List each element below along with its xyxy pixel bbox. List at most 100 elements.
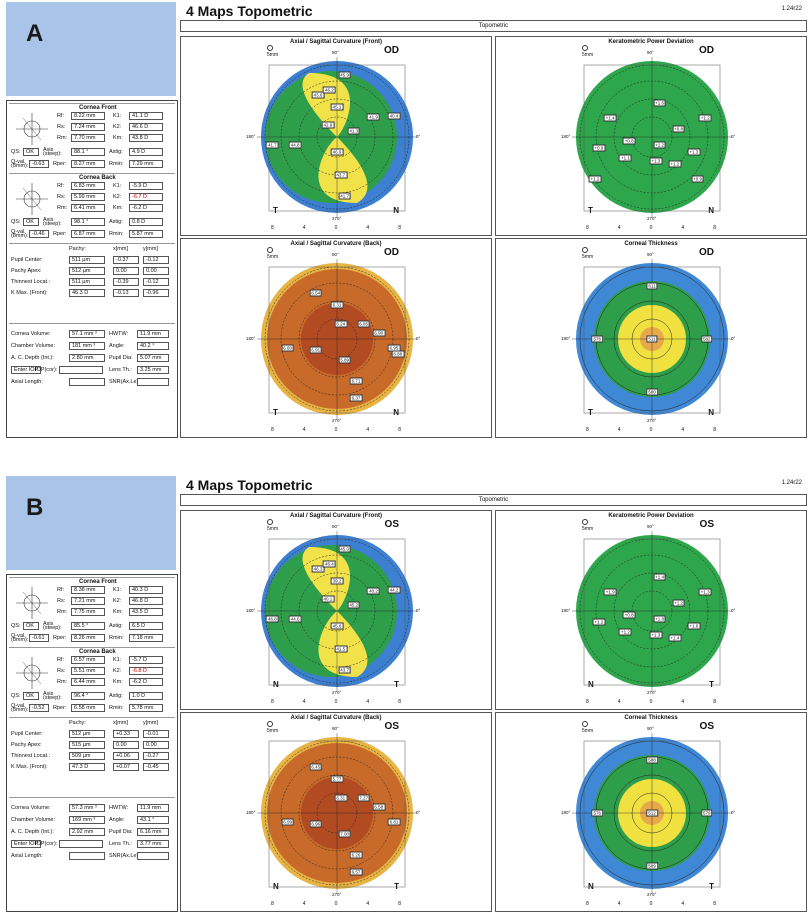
topography-map-4[interactable]: Corneal Thickness OS 5mm N T 90° 0° 180° 270° 588… <box>495 712 807 912</box>
rmin-value: 7.18 mm <box>129 634 163 642</box>
zoom-label: 5mm <box>267 52 279 58</box>
zoom-indicator[interactable]: 5mm <box>582 721 593 734</box>
astig-label: Astig: <box>109 149 123 155</box>
x-tick: 8 <box>271 225 274 231</box>
topography-map-2[interactable]: Keratometric Power Deviation OD 5mm T N 90° 0°… <box>495 36 807 236</box>
topography-map-1[interactable]: Axial / Sagittal Curvature (Front) OS 5mm N… <box>180 510 492 710</box>
map-value-label: +1.2 <box>672 599 686 607</box>
angle-label: 270° <box>647 690 657 695</box>
topography-map-1[interactable]: Axial / Sagittal Curvature (Front) OD 5mm T… <box>180 36 492 236</box>
x-tick: 0 <box>649 699 653 705</box>
y-value: -0.96 <box>143 289 169 297</box>
map-value-label: 45.6 <box>330 622 344 630</box>
iop-input[interactable] <box>59 366 103 374</box>
astig-label: Astig: <box>109 219 123 225</box>
x-tick: 8 <box>586 699 589 705</box>
zoom-indicator[interactable]: 5mm <box>267 721 278 734</box>
zoom-indicator[interactable]: 5mm <box>582 45 593 58</box>
rmin-label: Rmin: <box>109 231 124 237</box>
zoom-indicator[interactable]: 5mm <box>582 519 593 532</box>
zoom-indicator[interactable]: 5mm <box>267 519 278 532</box>
panel-letter: A <box>26 20 44 47</box>
misc-label: Axial Length: <box>11 853 43 859</box>
angle-label: 270° <box>332 418 342 423</box>
magnifier-icon <box>267 247 273 253</box>
map-title: Corneal Thickness <box>624 715 678 721</box>
panel-label-box: B <box>6 476 176 570</box>
map-value-label: 6.85 <box>357 320 370 328</box>
map-disc <box>257 57 417 217</box>
pachy-value: 46.3 D <box>69 289 105 297</box>
map-title: Axial / Sagittal Curvature (Front) <box>289 39 382 45</box>
axis-value: 85.5 ° <box>71 622 105 630</box>
magnifier-icon <box>582 721 588 727</box>
map-value-label: 582 <box>700 335 713 343</box>
zoom-indicator[interactable]: 5mm <box>267 247 278 260</box>
row-label: Km: <box>113 679 123 685</box>
magnifier-icon <box>582 519 588 525</box>
enter-iop-button[interactable]: Enter IOP <box>11 366 42 374</box>
iop-input[interactable] <box>59 840 103 848</box>
keratometry-value: 43.5 D <box>129 608 163 616</box>
topography-map-3[interactable]: Axial / Sagittal Curvature (Back) OS 5mm N T… <box>180 712 492 912</box>
map-value-label: 6.88 <box>391 350 405 358</box>
x-tick: 4 <box>302 225 306 231</box>
rper-value: 6.87 mm <box>71 230 105 238</box>
map-value-label: 576 <box>591 335 604 343</box>
astig-value: 4.9 D <box>129 148 163 156</box>
x-tick: 4 <box>681 427 685 433</box>
keratometry-value: -6.8 D <box>129 667 163 675</box>
eye-label: OD <box>699 45 714 56</box>
map-value-label: +1.2 <box>618 628 632 636</box>
orientation-left-label: T <box>273 206 278 215</box>
topography-map-3[interactable]: Axial / Sagittal Curvature (Back) OD 5mm T N… <box>180 238 492 438</box>
x-header: x[mm] <box>113 720 128 726</box>
angle-label: 180° <box>246 134 256 139</box>
tab-topometric[interactable]: Topometric <box>180 494 807 506</box>
angle-label: 90° <box>332 524 339 529</box>
axis-label: Axis (steep): <box>43 147 62 157</box>
map-value-label: 45.9 <box>338 71 351 79</box>
crosshair-axis-icon <box>16 587 48 619</box>
map-frame <box>583 266 721 414</box>
topography-map-2[interactable]: Keratometric Power Deviation OS 5mm N T 90° 0°… <box>495 510 807 710</box>
map-value-label: 41.7 <box>266 141 279 149</box>
pachymetry-section: Pachy: x[mm] y[mm] Pupil Center: 511 µm -0.37… <box>9 243 175 323</box>
orientation-right-label: T <box>709 882 714 891</box>
qval-label: Q-val. (8mm): <box>11 159 29 169</box>
map-value-label: +1.4 <box>668 634 682 642</box>
eye-label: OD <box>384 45 399 56</box>
map-value-label: 6.71 <box>349 377 363 385</box>
enter-iop-button[interactable]: Enter IOP <box>11 840 42 848</box>
topography-map-4[interactable]: Corneal Thickness OD 5mm T N 90° 0° 180° 270° 611… <box>495 238 807 438</box>
zoom-indicator[interactable]: 5mm <box>267 45 278 58</box>
keratometry-value: -5.7 D <box>129 656 163 664</box>
row-label: Rs: <box>57 598 66 604</box>
zoom-indicator[interactable]: 5mm <box>582 247 593 260</box>
map-value-label: 46.2 <box>323 86 336 94</box>
row-label: K2: <box>113 124 122 130</box>
misc-value <box>69 378 105 386</box>
map-value-label: +1.3 <box>687 148 701 156</box>
x-value: +0.07 <box>113 763 139 771</box>
x-tick: 0 <box>649 427 653 433</box>
iop-label: IOP(cor): <box>35 367 58 373</box>
astig-label: Astig: <box>109 623 123 629</box>
misc-value: 40.2 ° <box>137 342 169 350</box>
axis-label: Axis (steep): <box>43 691 62 701</box>
map-value-label: 40.1 <box>321 595 335 603</box>
tab-topometric[interactable]: Topometric <box>180 20 807 32</box>
y-header: y[mm] <box>143 246 158 252</box>
pachy-value: 512 µm <box>69 730 105 738</box>
misc-value: 2.92 mm <box>69 828 105 836</box>
misc-value: 181 mm ³ <box>69 342 105 350</box>
map-title: Keratometric Power Deviation <box>608 513 694 519</box>
x-tick: 8 <box>398 699 401 705</box>
map-value-label: +0.9 <box>691 175 705 183</box>
row-label: K1: <box>113 657 122 663</box>
map-value-label: 44.2 <box>387 586 401 594</box>
map-disc <box>257 259 417 419</box>
x-axis-ticks: 8 4 0 4 8 <box>586 427 716 433</box>
map-value-label: 6.37 <box>349 394 363 402</box>
angle-label: 90° <box>332 50 339 55</box>
